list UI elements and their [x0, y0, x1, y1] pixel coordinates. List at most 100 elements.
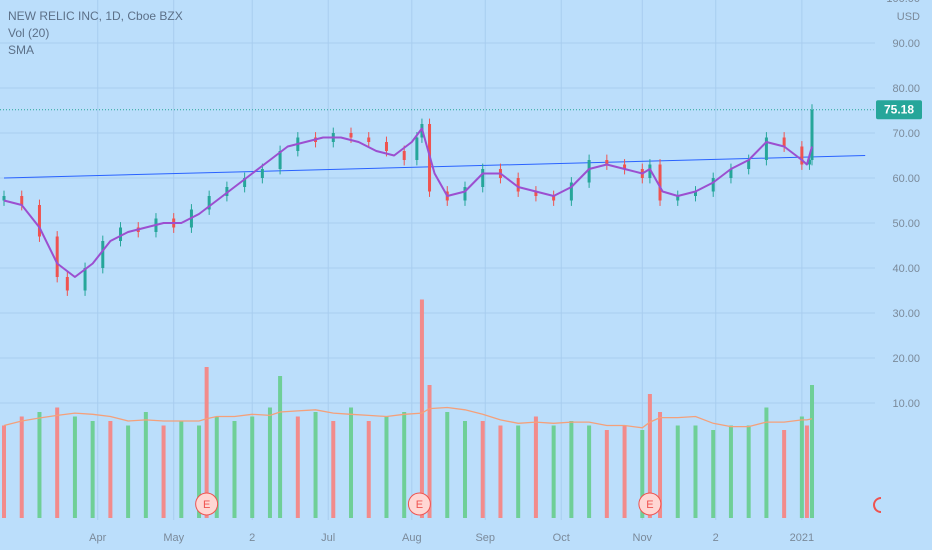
volume-bar	[647, 394, 652, 518]
earnings-marker[interactable]: E	[638, 492, 662, 516]
volume-bar	[2, 425, 6, 518]
time-axis[interactable]: Apr May 2 Jul Aug Sep Oct Nov 2 2021	[89, 532, 814, 544]
volume-ma-line	[3, 406, 813, 429]
volume-bar	[349, 407, 354, 518]
volume-bar	[675, 425, 680, 518]
x-tick-label: 2	[713, 532, 719, 544]
earnings-marker-circle	[407, 492, 431, 516]
candle-body	[415, 137, 419, 160]
candle-body	[676, 196, 680, 201]
candle-body	[101, 241, 105, 268]
candle-body	[623, 164, 627, 169]
candle-body	[782, 137, 786, 147]
volume-bar	[161, 425, 166, 518]
x-tick-label: Apr	[89, 532, 106, 544]
candle-body	[243, 178, 247, 187]
volume-bar	[810, 385, 814, 518]
trendline[interactable]	[3, 155, 866, 179]
volume-bar	[480, 421, 485, 518]
earnings-marker-label: E	[203, 499, 210, 511]
volume-bar	[498, 425, 503, 518]
x-tick-label: Nov	[633, 532, 653, 544]
last-price-badge-bg	[876, 100, 922, 120]
candle-body	[693, 191, 697, 196]
volume-bar	[250, 416, 255, 518]
candle-body	[384, 142, 388, 151]
volume-bar	[551, 425, 556, 518]
y-tick-label: 40.00	[892, 263, 920, 275]
x-tick-label: Jul	[321, 532, 335, 544]
candle-body	[65, 277, 69, 291]
volume-bar	[214, 416, 219, 518]
volume-bar	[37, 412, 42, 518]
candle-body	[2, 196, 6, 201]
volume-bar	[587, 425, 592, 518]
volume-bar	[126, 425, 131, 518]
volume-bar	[804, 425, 809, 518]
candle-body	[55, 236, 59, 277]
x-tick-label: 2021	[790, 532, 814, 544]
earnings-marker-circle	[638, 492, 662, 516]
scroll-edge-marker	[873, 497, 882, 513]
volume-bar	[640, 430, 645, 518]
volume-bar	[445, 412, 450, 518]
candle-body	[20, 196, 24, 205]
sma-layer	[3, 127, 813, 278]
volume-bar	[72, 416, 77, 518]
volume-bar	[693, 425, 698, 518]
volume-bar	[782, 430, 787, 518]
candle-body	[648, 164, 652, 178]
volume-bar	[267, 407, 272, 518]
volume-indicator-label[interactable]: Vol (20)	[8, 26, 50, 40]
volume-bar	[533, 416, 538, 518]
volume-bar	[622, 425, 627, 518]
volume-bar	[427, 385, 432, 518]
volume-bar	[232, 421, 237, 518]
symbol-title[interactable]: NEW RELIC INC, 1D, Cboe BZX	[8, 9, 183, 23]
y-tick-label: 30.00	[892, 308, 920, 320]
chart-legend: NEW RELIC INC, 1D, Cboe BZX Vol (20) SMA	[8, 8, 183, 59]
volume-bars	[2, 299, 814, 518]
volume-bar	[19, 416, 24, 518]
y-tick-label: 60.00	[892, 173, 920, 185]
candle-body	[402, 151, 406, 160]
volume-bar	[516, 425, 521, 518]
candle-body	[711, 178, 715, 192]
x-tick-label: May	[163, 532, 184, 544]
volume-bar	[313, 412, 318, 518]
candle-body	[225, 187, 229, 196]
y-tick-label: 100.00	[886, 0, 920, 5]
volume-bar	[331, 421, 336, 518]
volume-bar	[604, 430, 609, 518]
y-tick-label: 50.00	[892, 218, 920, 230]
price-axis[interactable]: 110.00100.0090.0080.0070.0060.0050.0040.…	[886, 0, 920, 410]
candle-body	[569, 182, 573, 201]
x-tick-label: Oct	[553, 532, 570, 544]
earnings-marker[interactable]: E	[195, 492, 219, 516]
volume-bar	[711, 430, 716, 518]
volume-bar	[384, 416, 389, 518]
candle-body	[37, 205, 41, 237]
volume-bar	[179, 421, 184, 518]
volume-bar	[143, 412, 148, 518]
candle-body	[534, 191, 538, 196]
candle-body	[764, 137, 768, 160]
volume-bar	[402, 412, 407, 518]
volume-bar	[569, 421, 574, 518]
sma-indicator-label[interactable]: SMA	[8, 43, 35, 57]
candle-body	[729, 169, 733, 178]
volume-bar	[746, 425, 751, 518]
y-tick-label: 10.00	[892, 398, 920, 410]
volume-bar	[419, 299, 424, 518]
volume-bar	[366, 421, 371, 518]
candle-body	[800, 146, 804, 165]
candle-body	[207, 196, 211, 210]
earnings-marker-circle	[195, 492, 219, 516]
earnings-marker[interactable]: E	[407, 492, 431, 516]
candle-body	[463, 187, 467, 201]
candle-body	[367, 137, 371, 142]
x-tick-label: Sep	[475, 532, 495, 544]
y-tick-label: 20.00	[892, 353, 920, 365]
candle-body	[747, 160, 751, 169]
